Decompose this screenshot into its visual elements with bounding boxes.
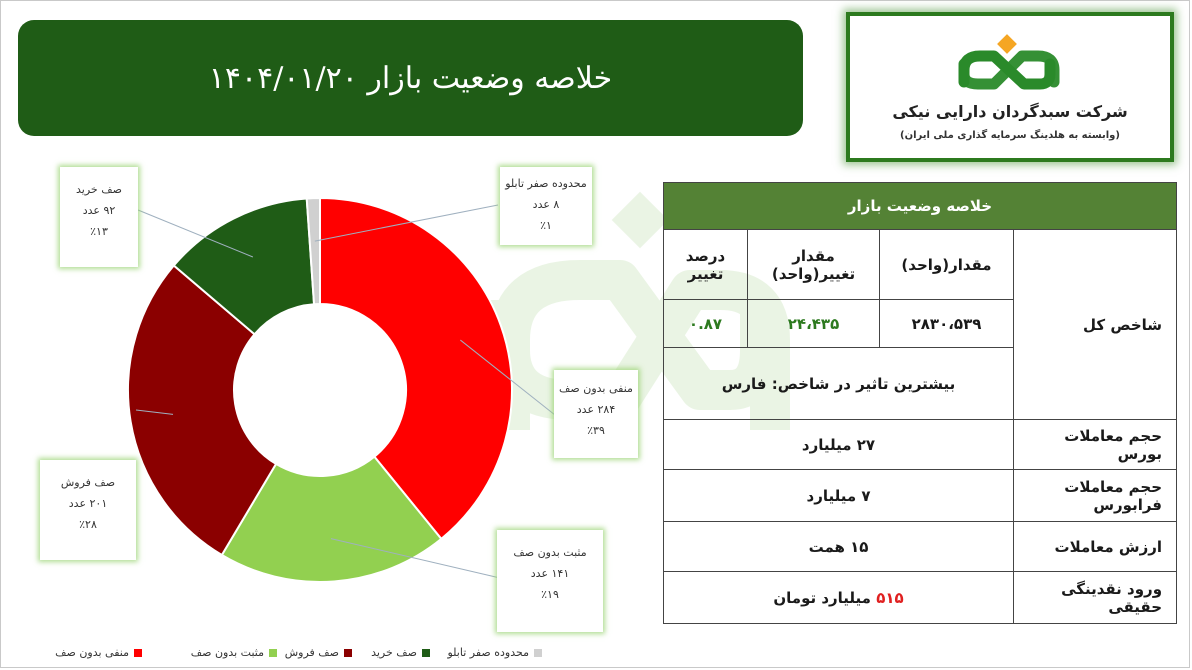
- callout-count: ۹۲ عدد: [82, 204, 116, 217]
- col-header-percent: درصد تغییر: [662, 229, 749, 300]
- callout-percent: ٪۱۳: [90, 225, 108, 238]
- index-label: شاخص کل: [1013, 229, 1178, 420]
- callout-label: مثبت بدون صف: [513, 546, 587, 559]
- callout-percent: ٪۱: [540, 219, 552, 232]
- row-label: حجم معاملات بورس: [1013, 419, 1178, 470]
- legend-label: صف خرید: [371, 646, 417, 659]
- index-percent: ۰.۸۷: [662, 299, 749, 348]
- row-value: ۱۵ همت: [662, 521, 1015, 572]
- legend-item-kharid: صف خرید: [371, 646, 430, 659]
- callout-label: صف خرید: [76, 183, 122, 196]
- liquidity-label: ورود نقدینگی حقیقی: [1013, 571, 1178, 624]
- row-value: ۷ میلیارد: [662, 469, 1015, 522]
- legend-item-forush: صف فروش: [285, 646, 352, 659]
- legend-swatch: [269, 648, 277, 657]
- legend-label: منفی بدون صف: [55, 646, 129, 659]
- callout-safe-forush: صف فروش ۲۰۱ عدد ٪۲۸: [40, 460, 136, 560]
- legend-swatch: [344, 648, 352, 657]
- company-name: شرکت سبدگردان دارایی نیکی: [892, 102, 1128, 121]
- legend-label: صف فروش: [284, 646, 339, 659]
- company-logo-box: شرکت سبدگردان دارایی نیکی (وابسته به هلد…: [846, 12, 1174, 162]
- callout-label: منفی بدون صف: [559, 382, 633, 395]
- table-title: خلاصه وضعیت بازار: [662, 182, 1178, 230]
- callout-percent: ٪۳۹: [587, 424, 605, 437]
- header-banner: خلاصه وضعیت بازار ۱۴۰۴/۰۱/۲۰: [18, 20, 803, 136]
- leader-line: [135, 409, 174, 415]
- market-summary-table: خلاصه وضعیت بازار شاخص کل مقدار(واحد) مق…: [662, 182, 1178, 624]
- donut-chart: [127, 196, 556, 583]
- callout-manfi-bedoon-saf: منفی بدون صف ۲۸۴ عدد ٪۳۹: [554, 370, 638, 458]
- callout-label: صف فروش: [60, 476, 116, 489]
- index-value: ۲۸۳۰،۵۳۹: [879, 299, 1015, 348]
- leader-line: [460, 339, 556, 416]
- callout-count: ۸ عدد: [532, 198, 560, 211]
- slice-mosbat-bedoon-saf: [220, 455, 443, 583]
- index-impact: بیشترین تاثیر در شاخص: فارس: [662, 347, 1015, 420]
- slice-manfi-bedoon-saf: [319, 196, 513, 541]
- leader-line: [330, 538, 501, 579]
- callout-count: ۲۸۴ عدد: [576, 403, 616, 416]
- slice-mahdoodeh-sefr: [305, 196, 321, 306]
- callout-percent: ٪۱۹: [541, 588, 559, 601]
- legend-swatch: [422, 648, 430, 657]
- legend-swatch: [534, 648, 542, 657]
- legend-item-manfi: منفی بدون صف: [55, 646, 142, 659]
- callout-count: ۲۰۱ عدد: [68, 497, 108, 510]
- callout-safe-kharid: صف خرید ۹۲ عدد ٪۱۳: [60, 167, 138, 267]
- row-label: حجم معاملات فرابورس: [1013, 469, 1178, 522]
- callout-mahdoodeh-sefr: محدوده صفر تابلو ۸ عدد ٪۱: [500, 167, 592, 245]
- legend-label: مثبت بدون صف: [190, 646, 264, 659]
- leader-line: [137, 209, 254, 258]
- page-title: خلاصه وضعیت بازار ۱۴۰۴/۰۱/۲۰: [208, 60, 613, 96]
- liquidity-amount: ۵۱۵: [876, 588, 904, 607]
- col-header-value: مقدار(واحد): [879, 229, 1015, 300]
- callout-percent: ٪۲۸: [79, 518, 97, 531]
- legend-label: محدوده صفر تابلو: [447, 646, 529, 659]
- row-label: ارزش معاملات: [1013, 521, 1178, 572]
- leader-line: [314, 204, 499, 242]
- index-change: ۲۴،۴۳۵: [747, 299, 881, 348]
- chart-legend: منفی بدون صف مثبت بدون صف صف فروش صف خری…: [0, 646, 1192, 666]
- col-header-change: مقدار تغییر(واحد): [747, 229, 881, 300]
- callout-count: ۱۴۱ عدد: [530, 567, 570, 580]
- row-value: ۲۷ میلیارد: [662, 419, 1015, 470]
- company-subtitle: (وابسته به هلدینگ سرمایه گذاری ملی ایران…: [900, 130, 1120, 141]
- callout-label: محدوده صفر تابلو: [505, 177, 587, 190]
- legend-item-mosbat: مثبت بدون صف: [191, 646, 277, 659]
- callout-mosbat-bedoon-saf: مثبت بدون صف ۱۴۱ عدد ٪۱۹: [497, 530, 603, 632]
- liquidity-unit: میلیارد تومان: [773, 588, 871, 607]
- legend-item-sefr: محدوده صفر تابلو: [447, 646, 542, 659]
- liquidity-value: ۵۱۵ میلیارد تومان: [662, 571, 1015, 624]
- slice-safe-forush: [127, 264, 278, 557]
- company-logo-icon: [958, 34, 1060, 90]
- legend-swatch: [134, 648, 142, 657]
